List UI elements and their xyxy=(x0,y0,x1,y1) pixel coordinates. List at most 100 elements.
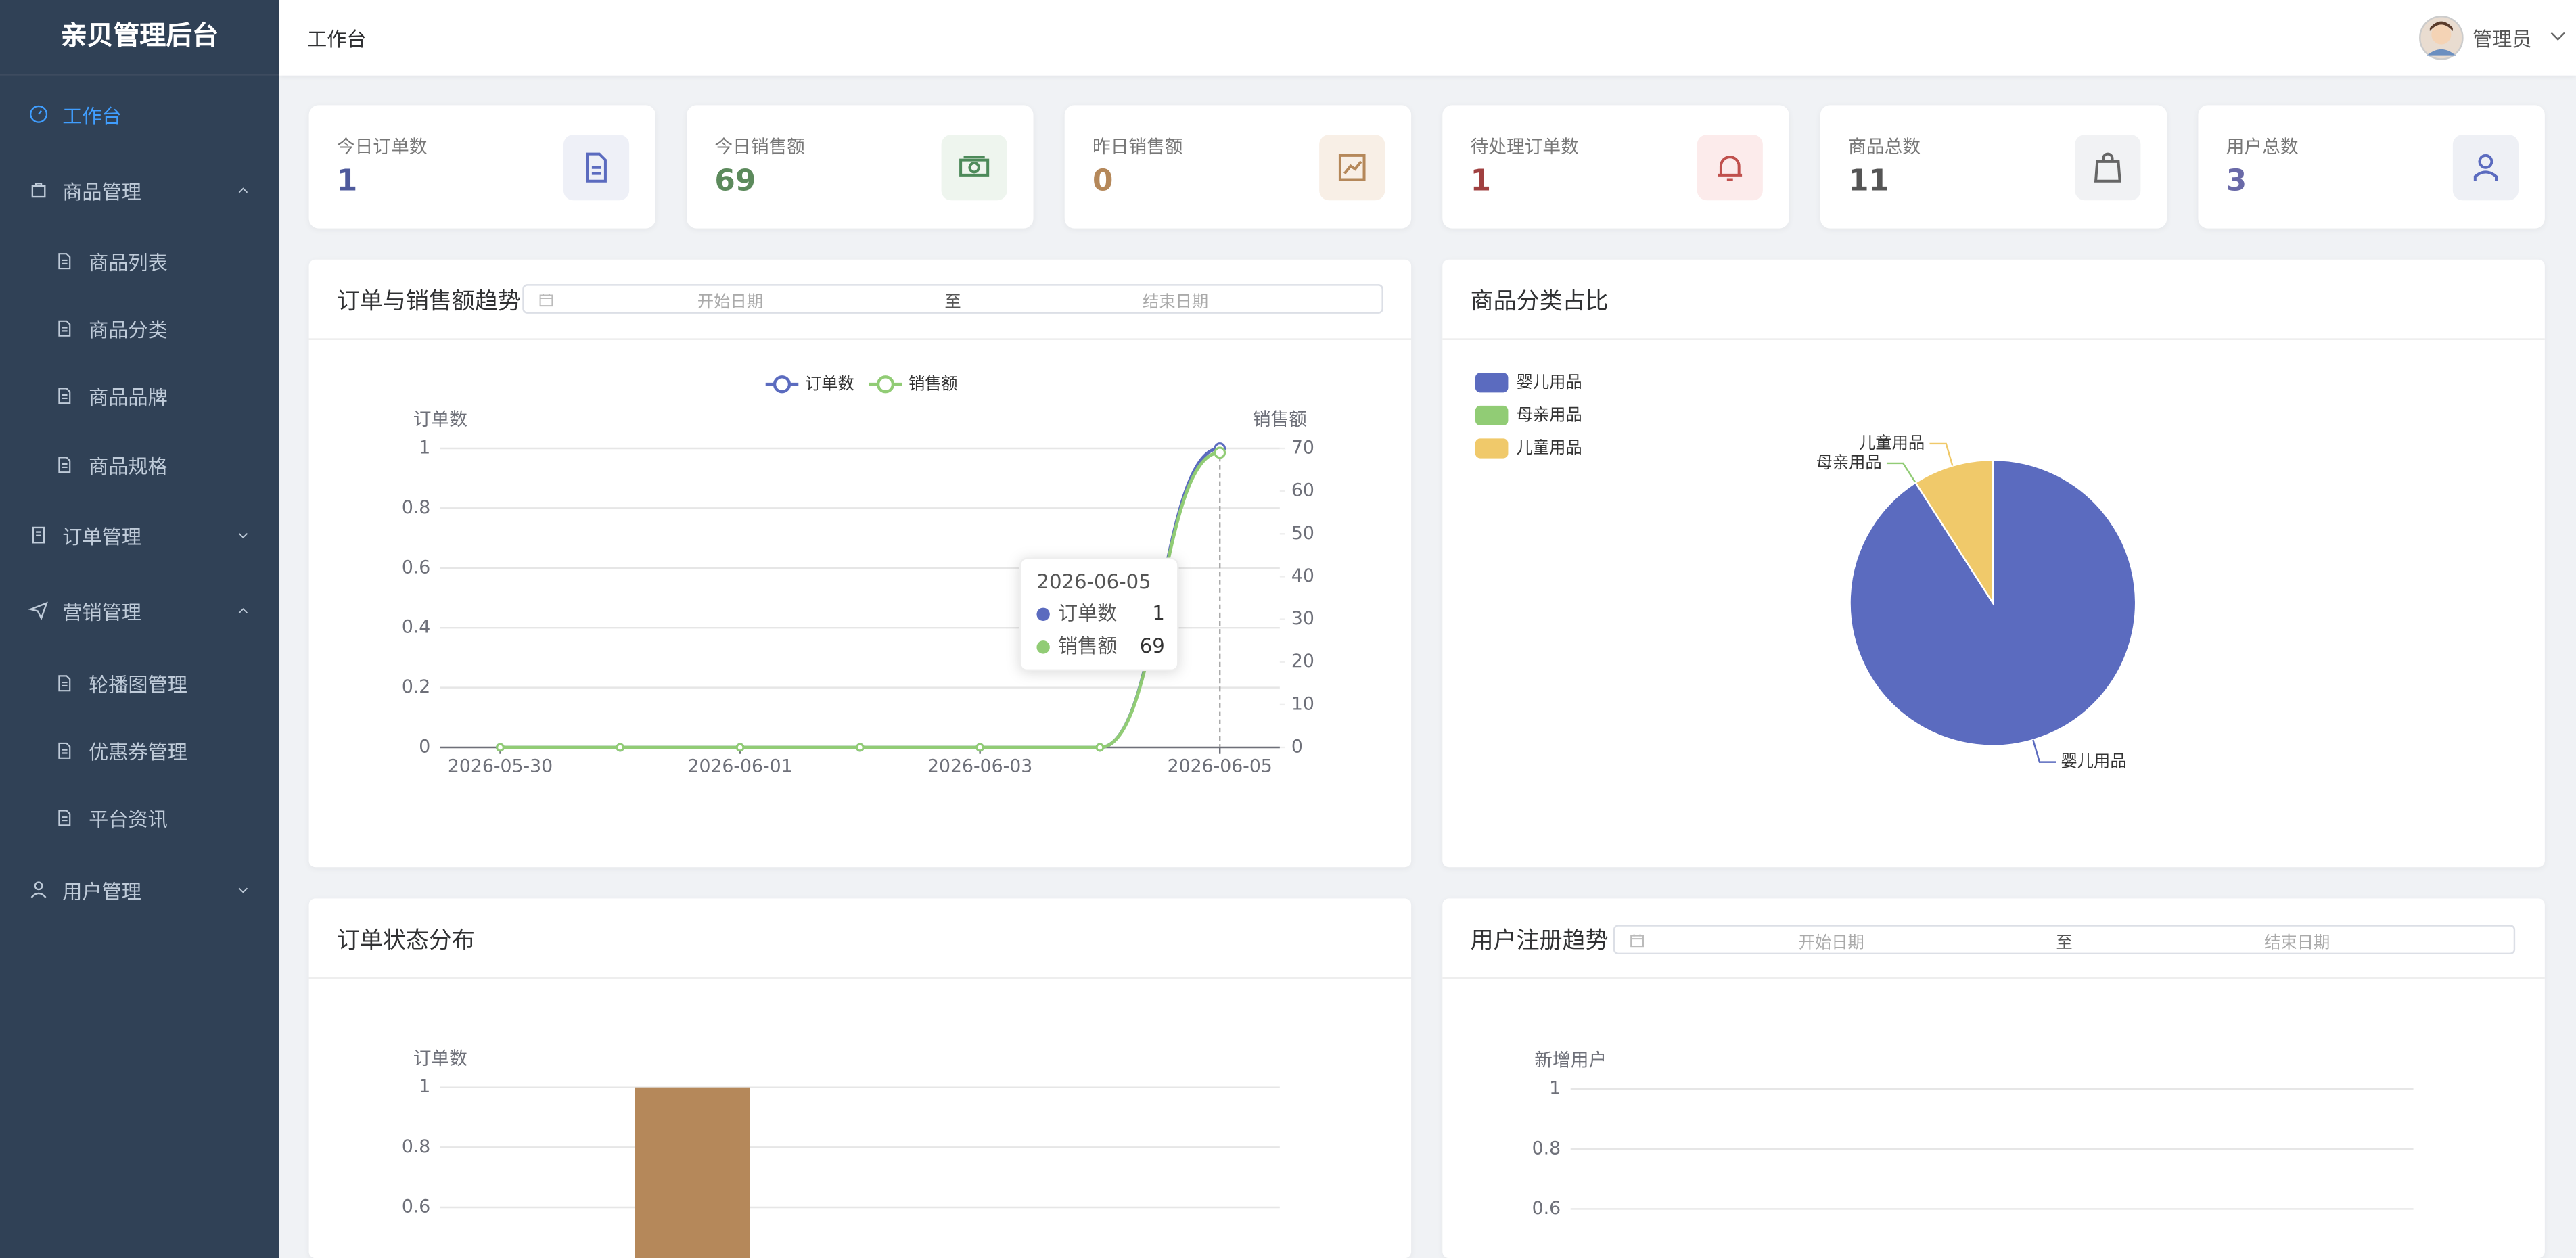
stat-value: 69 xyxy=(714,164,756,199)
submenu-icon-shape xyxy=(58,810,71,826)
stat-value: 3 xyxy=(2226,164,2247,199)
panel-header: 订单与销售额趋势 开始日期 至 结束日期 xyxy=(308,260,1412,340)
submenu-label: 商品规格 xyxy=(89,454,168,477)
stat-label: 用户总数 xyxy=(2226,136,2299,158)
range-separator: 至 xyxy=(2056,933,2073,952)
submenu-label: 优惠券管理 xyxy=(89,740,187,764)
stat-icon-glyph-shape xyxy=(2094,152,2121,183)
menu-icon-shape xyxy=(32,526,45,544)
stat-value: 11 xyxy=(1848,164,1890,199)
calendar-icon-shape xyxy=(539,294,553,307)
stat-icon-glyph-shape xyxy=(959,156,990,177)
menu-icon xyxy=(30,105,48,123)
start-date: 开始日期 xyxy=(1798,933,1864,952)
panel-header: 商品分类占比 xyxy=(1442,260,2545,340)
stat-icon xyxy=(941,135,1007,201)
stat-label: 商品总数 xyxy=(1848,136,1920,158)
chevron-down-shape xyxy=(238,533,248,539)
submenu-icon-shape xyxy=(58,388,71,404)
stat-icon-glyph-shape xyxy=(1718,156,1743,181)
menu-item[interactable]: 用户管理 xyxy=(0,858,279,923)
stat-icon-glyph-shape xyxy=(1338,154,1366,181)
user-chevron[interactable] xyxy=(2550,30,2566,43)
menu-icon-shape xyxy=(30,881,47,898)
chevron-up-shape xyxy=(238,608,248,614)
submenu-icon xyxy=(58,810,71,826)
calendar-icon-shape xyxy=(1630,934,1644,948)
submenu-item[interactable]: 商品品牌 xyxy=(0,363,279,429)
submenu-icon-shape xyxy=(58,457,71,473)
brand: 亲贝管理后台 xyxy=(0,0,279,76)
menu-item[interactable]: 营销管理 xyxy=(0,578,279,644)
chevron-down xyxy=(238,887,248,893)
stat-label: 今日销售额 xyxy=(714,136,805,158)
submenu-item[interactable]: 商品规格 xyxy=(0,432,279,498)
menu-label: 营销管理 xyxy=(62,600,141,624)
submenu-icon xyxy=(58,457,71,473)
chart-panel: 订单与销售额趋势 开始日期 至 结束日期 xyxy=(308,259,1412,868)
menu-icon-shape xyxy=(31,183,46,198)
calendar-icon xyxy=(539,294,553,307)
panel-header: 订单状态分布 xyxy=(308,898,1412,979)
stat-icon xyxy=(2452,135,2518,201)
chart-panel: 订单状态分布 xyxy=(308,898,1412,1258)
submenu-icon xyxy=(58,320,71,337)
breadcrumb[interactable]: 工作台 xyxy=(307,28,367,51)
stat-icon-glyph xyxy=(2094,152,2121,183)
submenu-label: 商品品牌 xyxy=(89,385,168,409)
submenu-label: 商品分类 xyxy=(89,317,168,341)
chart-panel: 商品分类占比 xyxy=(1442,259,2545,868)
submenu-item[interactable]: 商品列表 xyxy=(0,229,279,294)
chevron-down xyxy=(238,533,248,539)
stat-card: 商品总数 11 xyxy=(1820,105,2167,229)
submenu-icon xyxy=(58,742,71,759)
user-name[interactable]: 管理员 xyxy=(2472,28,2532,51)
end-date: 结束日期 xyxy=(1143,293,1209,312)
panel-title: 商品分类占比 xyxy=(1470,289,1609,316)
start-date: 开始日期 xyxy=(697,293,764,312)
submenu-item[interactable]: 商品分类 xyxy=(0,296,279,361)
submenu-item[interactable]: 平台资讯 xyxy=(0,785,279,851)
stat-icon-glyph xyxy=(1338,154,1366,181)
avatar[interactable] xyxy=(2418,15,2464,61)
submenu-label: 商品列表 xyxy=(89,250,168,274)
stat-card: 昨日销售额 0 xyxy=(1064,105,1412,229)
calendar-icon xyxy=(1630,934,1644,948)
menu-label: 工作台 xyxy=(62,104,122,128)
menu-icon-shape xyxy=(28,601,48,621)
submenu-item[interactable]: 优惠券管理 xyxy=(0,718,279,783)
date-range[interactable]: 开始日期 至 结束日期 xyxy=(522,284,1383,314)
stat-icon-glyph xyxy=(959,156,990,177)
stat-icon-glyph xyxy=(586,152,607,183)
submenu-item[interactable]: 轮播图管理 xyxy=(0,651,279,716)
stat-icon xyxy=(2075,135,2141,201)
submenu-icon-shape xyxy=(58,675,71,692)
chevron-down-shape xyxy=(238,887,248,893)
menu-label: 用户管理 xyxy=(62,879,141,903)
submenu-icon-shape xyxy=(58,253,71,270)
submenu-icon xyxy=(58,253,71,270)
chevron-up xyxy=(238,608,248,614)
menu-icon xyxy=(31,183,46,198)
stat-label: 昨日销售额 xyxy=(1092,136,1183,158)
submenu-icon-shape xyxy=(58,742,71,759)
panel-title: 订单状态分布 xyxy=(336,928,475,954)
stat-icon-glyph-shape xyxy=(586,152,607,183)
chevron-up xyxy=(238,187,248,193)
submenu-icon xyxy=(58,675,71,692)
menu-item[interactable]: 商品管理 xyxy=(0,158,279,223)
stat-value: 1 xyxy=(1470,164,1492,199)
menu-icon-shape xyxy=(30,105,48,123)
top-bar: 工作台 管理员 xyxy=(279,0,2576,76)
menu-item[interactable]: 订单管理 xyxy=(0,503,279,568)
stat-icon xyxy=(1697,135,1763,201)
stat-icon-glyph-shape xyxy=(2473,154,2498,181)
stat-card: 用户总数 3 xyxy=(2198,105,2545,229)
stat-label: 今日订单数 xyxy=(336,136,428,158)
chart-panel: 用户注册趋势 开始日期 至 结束日期 xyxy=(1442,898,2545,1258)
stat-card: 待处理订单数 1 xyxy=(1442,105,1789,229)
date-range[interactable]: 开始日期 至 结束日期 xyxy=(1613,925,2516,954)
menu-item[interactable]: 工作台 xyxy=(0,82,279,147)
range-separator: 至 xyxy=(944,293,961,312)
